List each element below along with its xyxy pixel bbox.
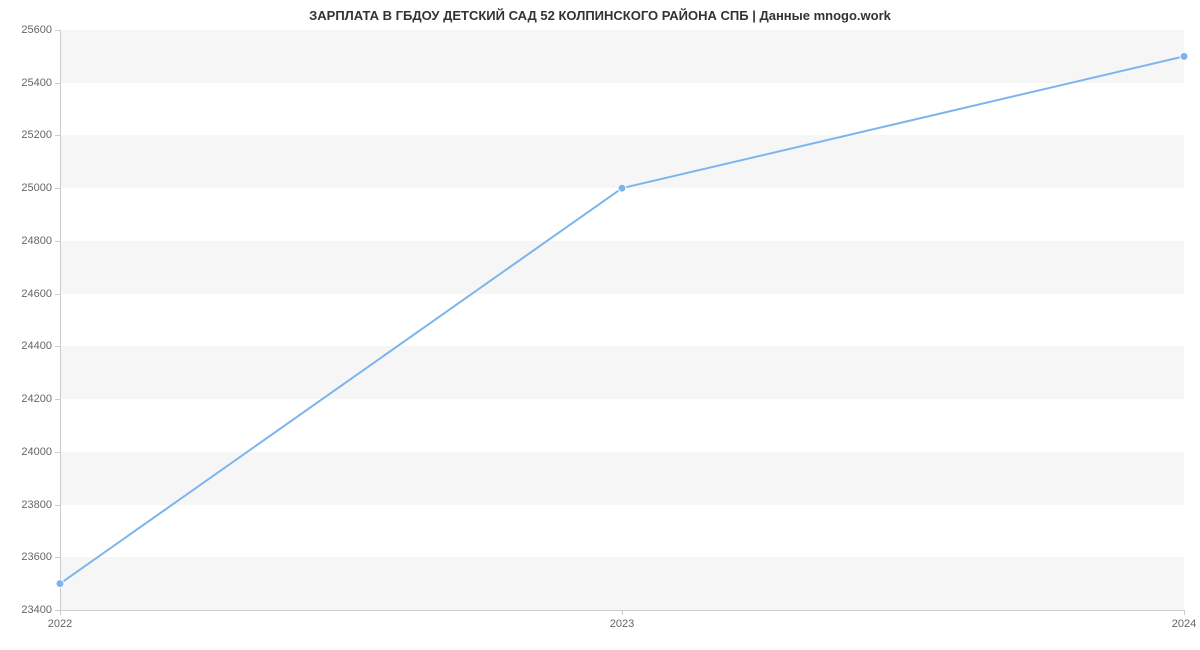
x-tick-mark bbox=[1184, 610, 1185, 615]
series-marker bbox=[56, 580, 64, 588]
x-axis-line bbox=[60, 610, 1184, 611]
chart-title: ЗАРПЛАТА В ГБДОУ ДЕТСКИЙ САД 52 КОЛПИНСК… bbox=[0, 8, 1200, 23]
line-layer bbox=[60, 30, 1184, 610]
series-marker bbox=[1180, 52, 1188, 60]
plot-area: 2340023600238002400024200244002460024800… bbox=[60, 30, 1184, 610]
salary-chart: ЗАРПЛАТА В ГБДОУ ДЕТСКИЙ САД 52 КОЛПИНСК… bbox=[0, 0, 1200, 650]
series-line bbox=[60, 56, 1184, 583]
series-marker bbox=[618, 184, 626, 192]
